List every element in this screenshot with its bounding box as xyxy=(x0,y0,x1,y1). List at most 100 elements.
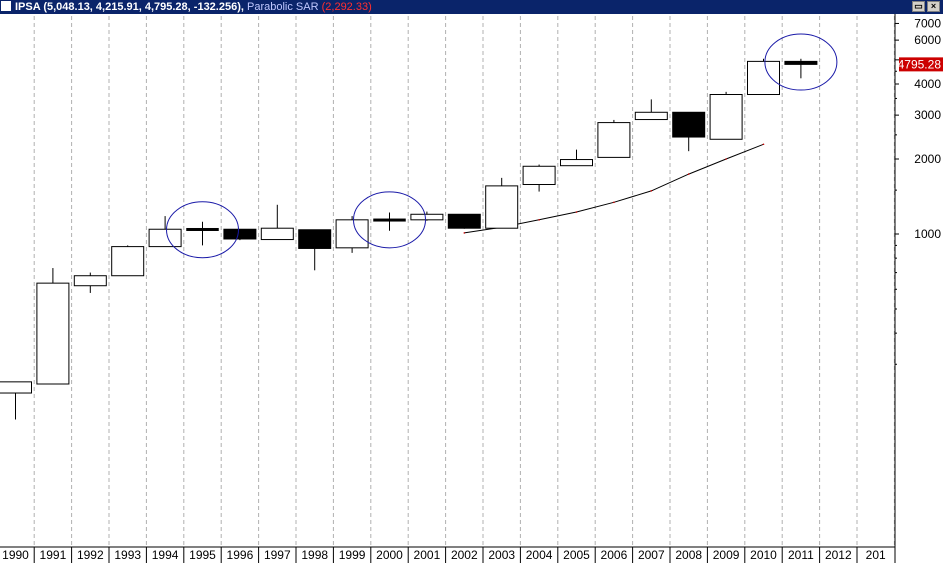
price-tick-label: 4000 xyxy=(914,77,941,91)
highlight-ellipse-2011 xyxy=(764,33,838,91)
year-tick-label: 2008 xyxy=(675,548,702,562)
year-tick-label: 2009 xyxy=(713,548,740,562)
year-tick-label: 2010 xyxy=(750,548,777,562)
symbol-label: IPSA xyxy=(15,1,41,13)
chart-window-titlebar[interactable]: IPSA (5,048.13, 4,215.91, 4,795.28, -132… xyxy=(0,0,943,14)
candle-2009 xyxy=(709,91,743,140)
candle-body xyxy=(373,218,406,222)
highlight-ellipses xyxy=(166,33,838,259)
candle-body xyxy=(485,185,519,229)
year-tick-label: 1993 xyxy=(114,548,141,562)
candle-body xyxy=(634,111,668,121)
year-grid xyxy=(33,16,895,546)
candle-2010 xyxy=(747,58,780,96)
year-tick-label: 2001 xyxy=(414,548,441,562)
candle-body xyxy=(148,228,182,248)
sar-point xyxy=(613,201,615,204)
year-tick-label: 2012 xyxy=(825,548,852,562)
last-price-box xyxy=(899,57,943,72)
last-price-marker: 4795.28 xyxy=(898,57,943,72)
last-price-label: 4795.28 xyxy=(898,57,942,71)
year-tick-label: 1999 xyxy=(339,548,366,562)
year-tick-label: 2000 xyxy=(376,548,403,562)
chart-title: IPSA (5,048.13, 4,215.91, 4,795.28, -132… xyxy=(15,1,372,13)
year-tick-label: 2002 xyxy=(451,548,478,562)
year-tick-label: 2007 xyxy=(638,548,665,562)
sar-point xyxy=(538,219,540,221)
candle-body xyxy=(747,60,780,96)
candle-1998 xyxy=(298,229,332,271)
candle-1994 xyxy=(148,216,182,248)
candle-body xyxy=(560,159,593,167)
candle-body xyxy=(298,229,332,249)
candle-body xyxy=(260,227,294,241)
year-tick-label: 1996 xyxy=(227,548,254,562)
sar-point xyxy=(687,173,690,175)
window-icon xyxy=(1,1,11,11)
year-tick-label: 201 xyxy=(866,548,886,562)
candle-body xyxy=(223,228,257,240)
price-axis: 1000 2000 3000 4000 6000 7000 xyxy=(894,14,941,563)
candle-2006 xyxy=(597,119,631,158)
year-tick-label: 1994 xyxy=(152,548,179,562)
price-tick-label: 1000 xyxy=(914,227,941,241)
year-tick-label: 1995 xyxy=(189,548,216,562)
sar-point xyxy=(762,143,765,146)
price-tick-label: 3000 xyxy=(914,108,941,122)
candle-2002 xyxy=(447,213,481,229)
candle-body xyxy=(335,219,369,249)
price-tick-label: 7000 xyxy=(914,16,941,30)
candle-body xyxy=(597,122,631,158)
candle-body xyxy=(522,165,556,186)
price-tick-label: 6000 xyxy=(914,33,941,47)
candle-1991 xyxy=(36,268,70,385)
restore-icon[interactable]: ▭ xyxy=(912,1,925,12)
highlight-ellipse-2000 xyxy=(353,191,426,249)
indicator-name: Parabolic SAR xyxy=(247,1,319,13)
year-tick-label: 2005 xyxy=(563,548,590,562)
sar-point xyxy=(463,232,466,234)
year-tick-label: 1991 xyxy=(40,548,67,562)
candle-body xyxy=(186,227,219,231)
year-axis: 1990 1991 1992 1993 1994 1995 1996 1997 1998 1999… xyxy=(0,546,895,563)
candle-body xyxy=(36,282,70,385)
year-tick-label: 2003 xyxy=(488,548,515,562)
candle-body xyxy=(709,94,743,140)
candle-body xyxy=(784,60,818,65)
candle-1990 xyxy=(0,381,32,420)
candle-1996 xyxy=(223,228,257,241)
candle-body xyxy=(73,275,107,287)
year-tick-label: 2004 xyxy=(526,548,553,562)
candle-1995 xyxy=(186,221,219,246)
candle-body xyxy=(111,246,145,277)
ohlc-readout: (5,048.13, 4,215.91, 4,795.28, -132.256) xyxy=(43,1,241,13)
candle-2011 xyxy=(784,58,818,79)
price-tick-label: 2000 xyxy=(914,152,941,166)
candle-1992 xyxy=(73,272,107,293)
candle-1997 xyxy=(260,204,294,241)
candle-2001 xyxy=(410,211,444,221)
candle-2003 xyxy=(485,177,519,229)
candle-body xyxy=(0,381,32,394)
sar-point xyxy=(725,158,727,160)
highlight-ellipse-1995 xyxy=(166,201,239,259)
candle-1999 xyxy=(335,216,369,253)
year-tick-label: 2006 xyxy=(601,548,628,562)
candle-2000 xyxy=(373,212,406,231)
candle-1993 xyxy=(111,245,145,277)
sar-point xyxy=(575,211,578,213)
year-tick-label: 1992 xyxy=(77,548,104,562)
year-tick-label: 1997 xyxy=(264,548,291,562)
candle-body xyxy=(672,111,706,138)
candle-body xyxy=(447,213,481,229)
sar-point xyxy=(650,190,653,192)
candle-2007 xyxy=(634,99,668,121)
candle-2005 xyxy=(560,149,593,167)
candle-body xyxy=(410,213,444,221)
candle-2004 xyxy=(522,164,556,192)
year-tick-label: 1990 xyxy=(2,548,29,562)
candles xyxy=(0,58,818,420)
year-tick-label: 1998 xyxy=(301,548,328,562)
close-icon[interactable]: × xyxy=(927,1,940,12)
